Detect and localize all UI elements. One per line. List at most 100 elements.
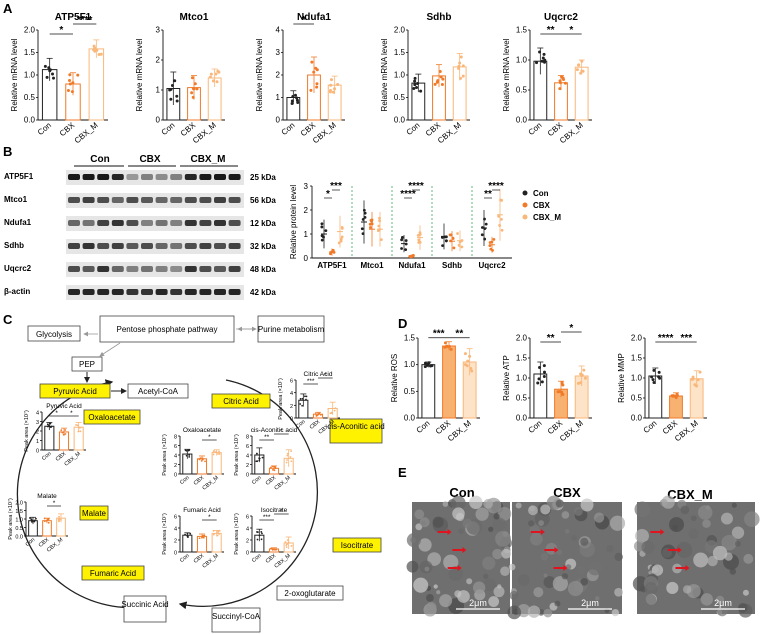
data-point xyxy=(46,423,49,426)
data-point xyxy=(299,403,302,405)
data-point xyxy=(452,246,456,250)
oxoglutarate-box xyxy=(276,585,344,601)
em-texture xyxy=(552,576,568,592)
data-point xyxy=(691,375,695,379)
data-point xyxy=(693,383,697,387)
data-point xyxy=(202,535,205,537)
data-point xyxy=(426,363,430,367)
significance-label: *** xyxy=(433,329,445,340)
x-tick-label: CBX_M xyxy=(202,553,221,570)
em-texture xyxy=(688,528,699,539)
blot-band xyxy=(170,220,183,226)
significance-label: * xyxy=(208,514,211,521)
data-point xyxy=(75,424,77,426)
data-point xyxy=(447,344,451,348)
data-point xyxy=(333,87,337,91)
blot-group-con: Con xyxy=(90,154,109,165)
data-point xyxy=(190,76,194,80)
data-point xyxy=(317,413,320,416)
data-point xyxy=(60,429,63,432)
data-point xyxy=(29,517,31,519)
data-point xyxy=(400,247,403,250)
data-point xyxy=(218,533,220,535)
data-point xyxy=(271,468,274,471)
em-texture xyxy=(509,590,519,601)
data-point xyxy=(560,381,564,385)
y-tick-label: 1.0 xyxy=(394,71,406,80)
chart-title: Mtco1 xyxy=(180,12,209,23)
y-tick-label: 0.5 xyxy=(394,93,406,102)
data-point xyxy=(299,398,302,400)
em-title-cbxm: CBX_M xyxy=(667,487,713,502)
em-texture xyxy=(419,517,430,528)
em-texture xyxy=(543,608,553,618)
em-texture xyxy=(540,504,551,515)
data-point xyxy=(258,457,261,460)
data-point xyxy=(481,226,484,229)
tca-pathway-diagram: Glycolysis Pentose phosphate pathway Pur… xyxy=(16,315,385,633)
y-tick-label: 4 xyxy=(276,26,281,35)
chart-uqcrc2: 0.0 0.5 1.0 1.5 Relative mRNA level Uqcrc2 Con… xyxy=(502,12,592,145)
data-point xyxy=(417,241,421,244)
em-texture xyxy=(424,566,430,572)
data-point xyxy=(191,87,195,91)
data-point xyxy=(304,395,306,398)
data-point xyxy=(64,433,67,435)
em-texture xyxy=(426,593,434,602)
em-texture xyxy=(742,589,749,596)
data-point xyxy=(286,454,289,457)
chart-atp5f1: 0.0 0.5 1.0 1.5 2.0 Relative mRNA level ATP5F1… xyxy=(10,12,108,145)
em-texture xyxy=(493,586,505,598)
data-point xyxy=(499,198,502,202)
significance-label: *** xyxy=(263,514,271,521)
blot-strip xyxy=(66,239,244,254)
y-tick-label: 8 xyxy=(174,435,177,441)
y-tick-label: 4 xyxy=(174,454,177,460)
panel-label-e: E xyxy=(398,465,407,480)
data-point xyxy=(290,545,293,547)
x-tick-label: CBX_M xyxy=(436,120,463,145)
data-point xyxy=(538,365,542,369)
data-point xyxy=(461,74,465,78)
panel-label-b: B xyxy=(3,144,12,159)
em-texture xyxy=(571,534,577,541)
data-point xyxy=(320,238,324,242)
data-point xyxy=(286,452,289,455)
blot-band xyxy=(68,243,80,249)
cis-aconitic-box xyxy=(329,418,383,444)
data-point xyxy=(79,430,82,433)
em-texture xyxy=(466,578,473,585)
blot-band xyxy=(170,243,183,249)
data-point xyxy=(423,365,427,369)
data-point xyxy=(416,81,420,85)
data-point xyxy=(466,359,470,363)
bar-cbx-m xyxy=(574,66,589,121)
em-texture xyxy=(721,534,737,551)
data-point xyxy=(93,49,97,53)
data-point xyxy=(480,233,484,237)
em-texture xyxy=(731,502,737,508)
data-point xyxy=(651,378,655,382)
y-tick-label: 0.0 xyxy=(516,414,528,423)
data-point xyxy=(273,548,276,551)
data-point xyxy=(324,229,328,232)
data-point xyxy=(291,94,295,98)
red-arrow-head xyxy=(457,565,462,571)
data-point xyxy=(331,90,335,94)
data-point xyxy=(577,63,581,67)
em-texture xyxy=(492,517,506,531)
fumaric-box xyxy=(81,565,145,581)
em-texture xyxy=(418,538,432,552)
data-point xyxy=(484,222,488,226)
em-texture xyxy=(554,600,561,607)
data-point xyxy=(70,90,74,94)
data-point xyxy=(444,235,448,239)
chart-title: Citric Acid xyxy=(304,371,333,378)
data-point xyxy=(558,81,562,85)
x-tick-label: Con xyxy=(415,419,432,435)
x-tick-label: Con xyxy=(251,553,263,564)
blot-kda-label: 32 kDa xyxy=(250,242,276,251)
blot-band xyxy=(68,220,80,226)
data-point xyxy=(215,451,217,453)
